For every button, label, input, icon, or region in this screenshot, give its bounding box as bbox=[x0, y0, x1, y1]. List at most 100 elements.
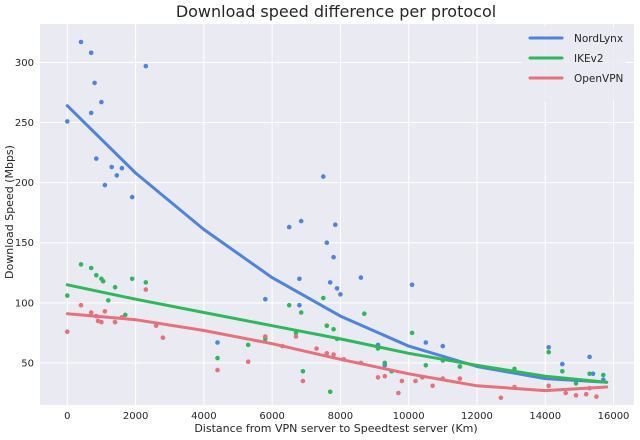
openvpn-point bbox=[413, 378, 418, 384]
nordlynx-point bbox=[92, 80, 97, 86]
ikev2-point bbox=[100, 278, 106, 284]
y-tick-label: 50 bbox=[21, 358, 34, 369]
ikev2-point bbox=[321, 295, 326, 301]
ikev2-point bbox=[298, 310, 304, 315]
openvpn-point bbox=[331, 352, 336, 357]
nordlynx-point bbox=[99, 99, 104, 105]
ikev2-point bbox=[423, 363, 429, 368]
legend-label-nordlynx: NordLynx bbox=[574, 33, 623, 45]
openvpn-point bbox=[293, 334, 299, 339]
nordlynx-point bbox=[587, 354, 592, 360]
grid bbox=[40, 24, 634, 405]
ikev2-trend-line bbox=[65, 283, 609, 384]
ikev2-point bbox=[587, 371, 592, 377]
legend-label-openvpn: OpenVPN bbox=[574, 73, 623, 85]
ikev2-point bbox=[362, 311, 367, 317]
openvpn-point bbox=[382, 373, 388, 379]
openvpn-point bbox=[546, 383, 551, 389]
series-layer bbox=[65, 39, 609, 401]
openvpn-point bbox=[160, 335, 166, 341]
nordlynx-point bbox=[409, 282, 415, 288]
x-tick-label: 12000 bbox=[461, 411, 493, 422]
openvpn-point bbox=[314, 346, 319, 351]
nordlynx-point bbox=[590, 371, 596, 377]
nordlynx-point bbox=[546, 345, 551, 350]
x-tick-label: 2000 bbox=[123, 411, 148, 422]
ikev2-point bbox=[601, 372, 606, 378]
ikev2-point bbox=[123, 312, 128, 318]
y-tick-label: 250 bbox=[15, 118, 34, 129]
nordlynx-point bbox=[333, 222, 338, 227]
ikev2-point bbox=[143, 280, 149, 285]
ikev2-point bbox=[573, 381, 579, 386]
nordlynx-point bbox=[143, 63, 149, 69]
nordlynx-point bbox=[338, 292, 343, 297]
nordlynx-point bbox=[286, 224, 292, 230]
nordlynx-point bbox=[321, 174, 326, 179]
ikev2-point bbox=[245, 342, 251, 348]
ikev2-point bbox=[78, 262, 84, 267]
ikev2-point bbox=[65, 293, 70, 298]
openvpn-point bbox=[583, 391, 589, 397]
x-axis-label: Distance from VPN server to Speedtest se… bbox=[194, 422, 477, 435]
openvpn-point bbox=[563, 390, 568, 396]
nordlynx-point bbox=[324, 240, 330, 245]
ikev2-point bbox=[382, 360, 388, 366]
nordlynx-point bbox=[129, 194, 135, 200]
nordlynx-point bbox=[358, 275, 364, 280]
nordlynx-point bbox=[297, 302, 302, 308]
ikev2-point bbox=[106, 298, 111, 303]
y-tick-label: 100 bbox=[15, 298, 34, 309]
openvpn-point bbox=[573, 393, 579, 398]
openvpn-point bbox=[457, 376, 463, 381]
nordlynx-point bbox=[102, 182, 108, 188]
ikev2-point bbox=[286, 302, 292, 308]
nordlynx-point bbox=[334, 286, 340, 291]
nordlynx-point bbox=[331, 254, 336, 260]
nordlynx-point bbox=[94, 156, 99, 161]
openvpn-point bbox=[396, 390, 401, 396]
nordlynx-point bbox=[440, 343, 446, 349]
openvpn-point bbox=[245, 359, 251, 365]
openvpn-point bbox=[102, 309, 108, 314]
x-tick-label: 0 bbox=[64, 411, 70, 422]
x-tick-label: 16000 bbox=[598, 411, 630, 422]
openvpn-point bbox=[399, 378, 405, 384]
nordlynx-point bbox=[78, 39, 84, 45]
nordlynx-point bbox=[114, 173, 120, 178]
ikev2-point bbox=[300, 369, 306, 374]
nordlynx-point bbox=[88, 50, 94, 56]
openvpn-point bbox=[112, 319, 118, 325]
ikev2-point bbox=[112, 284, 118, 290]
series-ikev2 bbox=[65, 262, 606, 395]
ikev2-point bbox=[324, 323, 330, 329]
chart-title: Download speed difference per protocol bbox=[176, 2, 496, 21]
ikev2-point bbox=[409, 330, 415, 336]
nordlynx-point bbox=[298, 218, 304, 224]
ikev2-point bbox=[560, 369, 565, 374]
ikev2-point bbox=[129, 276, 135, 282]
y-axis-label: Download Speed (Mbps) bbox=[3, 145, 16, 279]
nordlynx-point bbox=[65, 119, 70, 124]
openvpn-point bbox=[375, 375, 381, 380]
tick-labels: 0 2000 4000 6000 8000 10000 12000 14000 16000 50 1… bbox=[15, 58, 630, 422]
nordlynx-point bbox=[215, 340, 220, 345]
nordlynx-point bbox=[88, 110, 94, 116]
x-tick-label: 4000 bbox=[191, 411, 216, 422]
nordlynx-point bbox=[297, 276, 302, 282]
ikev2-point bbox=[88, 265, 94, 271]
nordlynx-point bbox=[327, 280, 333, 285]
ikev2-point bbox=[94, 272, 99, 278]
nordlynx-point bbox=[109, 164, 114, 170]
x-tick-label: 14000 bbox=[529, 411, 561, 422]
nordlynx-trend-line bbox=[65, 104, 609, 384]
ikev2-point bbox=[457, 364, 463, 369]
ikev2-point bbox=[327, 389, 333, 395]
x-tick-label: 6000 bbox=[259, 411, 284, 422]
openvpn-point bbox=[143, 287, 149, 292]
nordlynx-point bbox=[119, 165, 125, 171]
nordlynx-point bbox=[423, 340, 429, 345]
ikev2-point bbox=[215, 355, 220, 361]
legend-label-ikev2: IKEv2 bbox=[574, 53, 604, 65]
